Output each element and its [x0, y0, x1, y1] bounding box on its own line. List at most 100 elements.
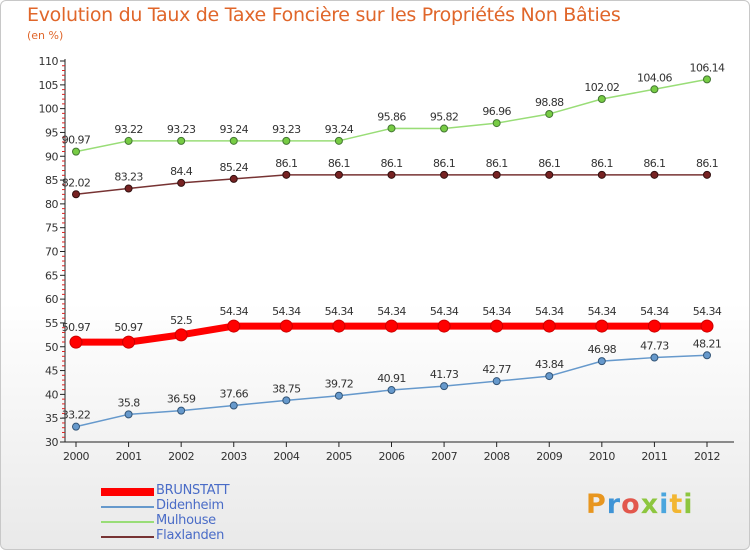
data-label-flaxlanden: 86.1 [643, 157, 665, 170]
data-label-brunstatt: 54.34 [482, 305, 511, 318]
data-label-didenheim: 38.75 [272, 382, 301, 395]
data-point-flaxlanden [229, 174, 238, 183]
data-point-flaxlanden [492, 170, 501, 179]
data-point-mulhouse [650, 85, 659, 94]
data-point-didenheim [334, 391, 343, 400]
data-label-mulhouse: 90.97 [62, 134, 91, 147]
proxiti-logo: Proxiti [586, 489, 694, 520]
data-point-didenheim [282, 396, 291, 405]
data-point-flaxlanden [440, 170, 449, 179]
data-point-mulhouse [334, 136, 343, 145]
unit-label: (en %) [27, 29, 64, 42]
data-point-didenheim [229, 401, 238, 410]
data-label-mulhouse: 93.23 [272, 123, 301, 136]
data-label-mulhouse: 95.82 [430, 111, 459, 124]
data-point-flaxlanden [387, 170, 396, 179]
data-label-mulhouse: 96.96 [482, 105, 511, 118]
data-label-didenheim: 46.98 [588, 343, 617, 356]
data-point-brunstatt [174, 328, 188, 342]
data-label-brunstatt: 50.97 [114, 321, 143, 334]
y-tick-label: 45 [45, 365, 58, 378]
data-point-didenheim [440, 382, 449, 391]
x-tick-label: 2003 [221, 450, 247, 463]
data-label-didenheim: 47.73 [640, 340, 669, 353]
data-label-brunstatt: 54.34 [272, 305, 301, 318]
y-tick-label: 40 [45, 388, 58, 401]
data-label-flaxlanden: 83.23 [114, 170, 143, 183]
data-label-flaxlanden: 86.1 [328, 157, 350, 170]
logo-letter: x [640, 489, 660, 520]
y-tick-label: 70 [45, 246, 58, 259]
data-point-flaxlanden [650, 170, 659, 179]
data-label-mulhouse: 95.86 [377, 110, 406, 123]
data-label-didenheim: 40.91 [377, 372, 406, 385]
data-label-flaxlanden: 86.1 [433, 157, 455, 170]
legend-swatch [101, 506, 154, 508]
data-point-flaxlanden [545, 170, 554, 179]
data-label-brunstatt: 54.34 [588, 305, 617, 318]
data-point-didenheim [124, 410, 133, 419]
legend-label: Didenheim [156, 498, 224, 513]
x-tick-label: 2007 [431, 450, 457, 463]
data-label-mulhouse: 98.88 [535, 96, 564, 109]
legend-swatch [101, 536, 154, 538]
data-label-didenheim: 48.21 [693, 337, 722, 350]
x-tick-label: 2009 [536, 450, 562, 463]
data-label-brunstatt: 54.34 [640, 305, 669, 318]
data-point-didenheim [177, 406, 186, 415]
x-tick-label: 2004 [273, 450, 299, 463]
data-point-brunstatt [542, 319, 556, 333]
data-label-flaxlanden: 84.4 [170, 165, 193, 178]
data-label-didenheim: 36.59 [167, 393, 196, 406]
data-label-brunstatt: 54.34 [693, 305, 722, 318]
data-point-mulhouse [72, 147, 80, 156]
data-label-mulhouse: 106.14 [690, 61, 725, 74]
legend-label: Mulhouse [156, 513, 216, 528]
logo-letter: r [606, 489, 622, 520]
y-tick-label: 30 [45, 436, 58, 449]
data-point-brunstatt [490, 319, 504, 333]
x-tick-label: 2001 [116, 450, 142, 463]
data-label-mulhouse: 93.24 [220, 123, 249, 136]
y-tick-label: 105 [39, 79, 59, 92]
data-point-flaxlanden [282, 170, 291, 179]
y-tick-label: 85 [45, 174, 58, 187]
logo-letter: t [669, 489, 684, 520]
data-point-mulhouse [492, 119, 501, 128]
data-point-brunstatt [122, 335, 136, 349]
x-tick-label: 2000 [63, 450, 89, 463]
data-point-mulhouse [597, 95, 606, 104]
data-label-mulhouse: 102.02 [584, 81, 619, 94]
data-label-brunstatt: 52.5 [170, 314, 193, 327]
data-label-mulhouse: 93.24 [325, 123, 354, 136]
data-label-flaxlanden: 86.1 [486, 157, 508, 170]
data-point-mulhouse [545, 109, 554, 118]
data-point-flaxlanden [703, 170, 711, 179]
data-point-mulhouse [440, 124, 449, 133]
legend-swatch [101, 488, 154, 496]
y-tick-label: 65 [45, 269, 58, 282]
data-label-brunstatt: 54.34 [535, 305, 564, 318]
x-tick-label: 2008 [484, 450, 510, 463]
data-point-didenheim [545, 372, 554, 381]
y-tick-label: 75 [45, 222, 58, 235]
data-label-flaxlanden: 86.1 [380, 157, 402, 170]
data-label-didenheim: 42.77 [482, 363, 511, 376]
data-label-mulhouse: 104.06 [637, 71, 672, 84]
data-point-didenheim [597, 357, 606, 366]
data-label-flaxlanden: 86.1 [538, 157, 560, 170]
data-label-brunstatt: 50.97 [62, 321, 91, 334]
data-label-brunstatt: 54.34 [220, 305, 249, 318]
legend-label: Flaxlanden [156, 528, 225, 543]
data-label-didenheim: 39.72 [325, 378, 354, 391]
data-point-mulhouse [177, 136, 186, 145]
data-point-didenheim [387, 386, 396, 395]
data-label-flaxlanden: 86.1 [275, 157, 297, 170]
data-point-flaxlanden [72, 190, 80, 199]
data-point-brunstatt [385, 319, 398, 333]
data-label-didenheim: 37.66 [220, 388, 249, 401]
data-point-brunstatt [332, 319, 346, 333]
y-tick-label: 110 [39, 55, 59, 68]
